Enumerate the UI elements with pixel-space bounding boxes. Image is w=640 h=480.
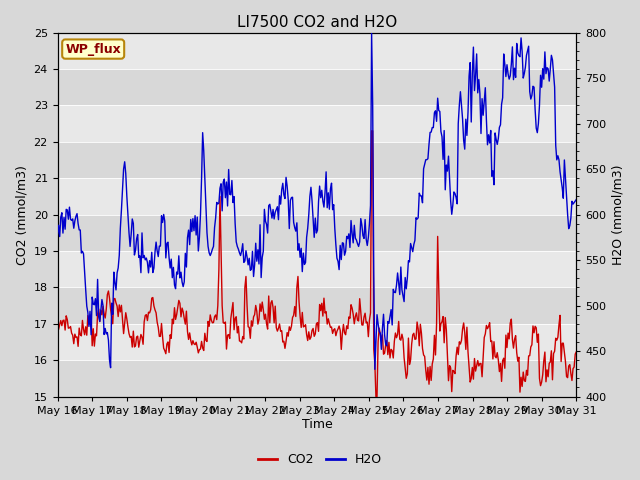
Y-axis label: H2O (mmol/m3): H2O (mmol/m3) bbox=[612, 164, 625, 265]
Legend: CO2, H2O: CO2, H2O bbox=[253, 448, 387, 471]
Bar bbox=[58, 142, 576, 178]
Bar bbox=[58, 360, 576, 396]
Bar bbox=[58, 178, 576, 215]
Bar bbox=[58, 33, 576, 69]
Bar bbox=[58, 324, 576, 360]
Title: LI7500 CO2 and H2O: LI7500 CO2 and H2O bbox=[237, 15, 397, 30]
Bar bbox=[58, 251, 576, 288]
Bar bbox=[58, 106, 576, 142]
X-axis label: Time: Time bbox=[301, 419, 332, 432]
Bar bbox=[58, 288, 576, 324]
Y-axis label: CO2 (mmol/m3): CO2 (mmol/m3) bbox=[15, 165, 28, 264]
Text: WP_flux: WP_flux bbox=[65, 43, 121, 56]
Bar bbox=[58, 69, 576, 106]
Bar bbox=[58, 215, 576, 251]
